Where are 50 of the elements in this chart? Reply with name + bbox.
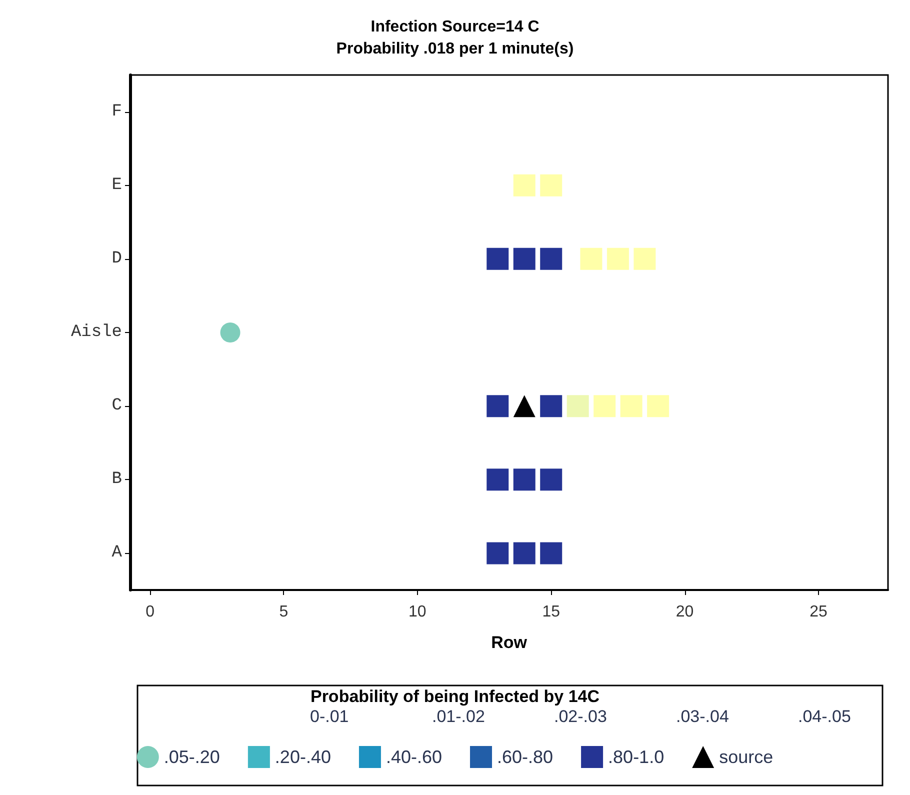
y-tick-label: C <box>112 396 122 416</box>
x-tick-label: 15 <box>542 604 560 620</box>
point <box>606 248 629 270</box>
x-tick-label: 20 <box>676 604 694 620</box>
point <box>540 174 562 196</box>
y-tick-label: B <box>112 470 122 490</box>
legend-label: .05-.20 <box>164 747 220 767</box>
point <box>594 395 616 418</box>
text: 0-.01 <box>310 707 349 726</box>
text: .01-.02 <box>432 707 485 726</box>
point <box>540 248 562 270</box>
text: .04-.05 <box>798 707 851 726</box>
point <box>540 468 562 491</box>
legend-title: Probability of being Infected by 14C <box>310 687 600 706</box>
point <box>486 395 509 418</box>
chart-subtitle: Probability .018 per 1 minute(s) <box>336 40 574 58</box>
legend-label: .40-.60 <box>386 747 442 767</box>
point <box>486 542 509 564</box>
x-tick-label: 25 <box>810 604 828 620</box>
point <box>513 248 536 270</box>
point <box>486 468 509 491</box>
legend-label: .80-1.0 <box>608 747 664 767</box>
x-tick-label: 0 <box>146 604 155 620</box>
point <box>220 322 240 342</box>
point <box>540 395 562 418</box>
point <box>513 174 536 196</box>
y-tick-label: A <box>112 544 123 563</box>
point <box>634 248 656 270</box>
x-tick-label: 10 <box>408 604 426 620</box>
legend-label: source <box>719 747 774 767</box>
point <box>513 468 536 491</box>
x-tick-label: 5 <box>279 604 288 620</box>
x-axis-title: Row <box>491 633 528 652</box>
y-tick-label: F <box>112 102 122 122</box>
point <box>566 395 589 418</box>
point <box>513 542 536 564</box>
point <box>540 542 562 564</box>
point <box>486 248 509 270</box>
chart-title: Infection Source=14 C <box>370 18 540 36</box>
y-tick-label: Aisle <box>70 323 122 342</box>
text: .03-.04 <box>676 707 729 726</box>
point <box>620 395 642 418</box>
point <box>580 248 602 270</box>
legend-label: .20-.40 <box>274 747 331 767</box>
point <box>647 395 670 418</box>
text: .02-.03 <box>554 707 607 726</box>
legend-label: .60-.80 <box>497 747 554 767</box>
y-tick-label: E <box>112 176 122 195</box>
y-tick-label: D <box>112 249 122 268</box>
point <box>513 395 536 418</box>
